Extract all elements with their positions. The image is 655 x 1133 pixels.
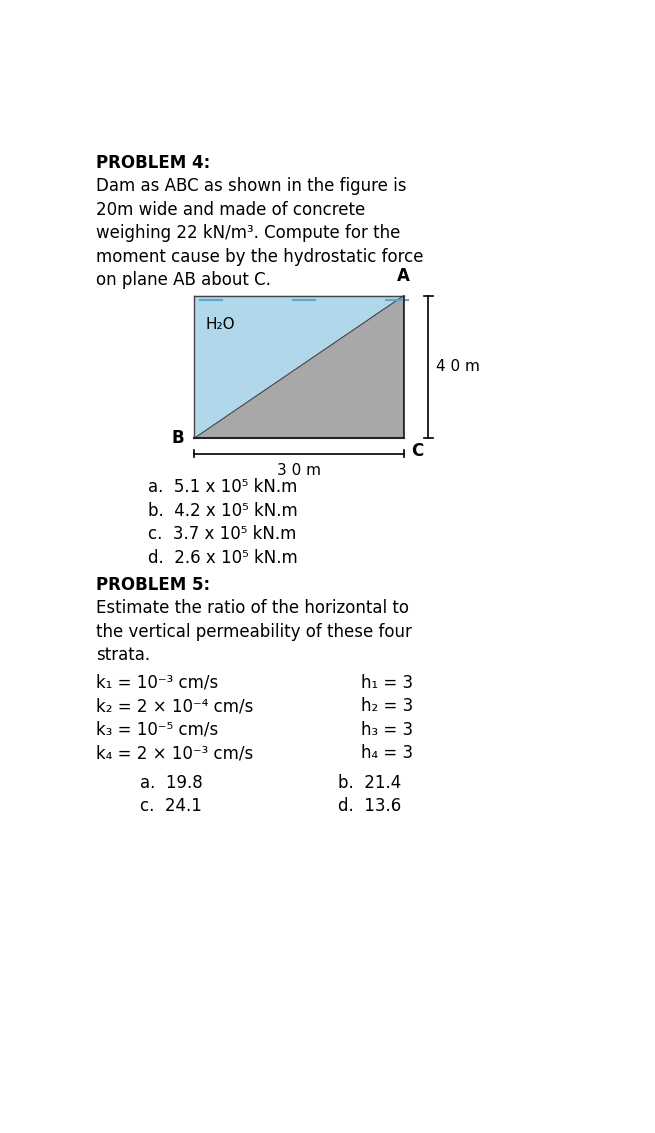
Text: on plane AB about C.: on plane AB about C. [96, 271, 271, 289]
Text: moment cause by the hydrostatic force: moment cause by the hydrostatic force [96, 248, 423, 265]
Text: 3 0 m: 3 0 m [277, 462, 321, 478]
Text: weighing 22 kN/m³. Compute for the: weighing 22 kN/m³. Compute for the [96, 224, 400, 242]
Text: H₂O: H₂O [206, 317, 236, 332]
Text: c.  24.1: c. 24.1 [140, 796, 202, 815]
Text: the vertical permeability of these four: the vertical permeability of these four [96, 623, 412, 641]
Text: k₂ = 2 × 10⁻⁴ cm/s: k₂ = 2 × 10⁻⁴ cm/s [96, 697, 253, 715]
Polygon shape [195, 296, 403, 438]
Text: 4 0 m: 4 0 m [436, 359, 480, 375]
Text: k₁ = 10⁻³ cm/s: k₁ = 10⁻³ cm/s [96, 674, 218, 692]
Text: d.  2.6 x 10⁵ kN.m: d. 2.6 x 10⁵ kN.m [148, 548, 297, 566]
Text: d.  13.6: d. 13.6 [337, 796, 401, 815]
Text: h₂ = 3: h₂ = 3 [361, 697, 413, 715]
Text: a.  19.8: a. 19.8 [140, 774, 203, 792]
Text: 20m wide and made of concrete: 20m wide and made of concrete [96, 201, 365, 219]
Text: PROBLEM 5:: PROBLEM 5: [96, 576, 210, 594]
Text: Estimate the ratio of the horizontal to: Estimate the ratio of the horizontal to [96, 599, 409, 617]
Text: C: C [411, 442, 424, 460]
Text: PROBLEM 4:: PROBLEM 4: [96, 154, 210, 172]
Text: B: B [172, 429, 184, 448]
Text: a.  5.1 x 10⁵ kN.m: a. 5.1 x 10⁵ kN.m [148, 478, 297, 496]
Text: h₁ = 3: h₁ = 3 [361, 674, 413, 692]
Polygon shape [195, 296, 403, 438]
Text: k₃ = 10⁻⁵ cm/s: k₃ = 10⁻⁵ cm/s [96, 721, 218, 739]
Text: b.  4.2 x 10⁵ kN.m: b. 4.2 x 10⁵ kN.m [148, 502, 297, 520]
Text: h₄ = 3: h₄ = 3 [361, 744, 413, 763]
Text: c.  3.7 x 10⁵ kN.m: c. 3.7 x 10⁵ kN.m [148, 526, 296, 543]
Text: strata.: strata. [96, 647, 150, 664]
Text: b.  21.4: b. 21.4 [337, 774, 401, 792]
Text: Dam as ABC as shown in the figure is: Dam as ABC as shown in the figure is [96, 177, 406, 195]
Text: h₃ = 3: h₃ = 3 [361, 721, 413, 739]
Text: A: A [397, 267, 410, 286]
Text: k₄ = 2 × 10⁻³ cm/s: k₄ = 2 × 10⁻³ cm/s [96, 744, 253, 763]
